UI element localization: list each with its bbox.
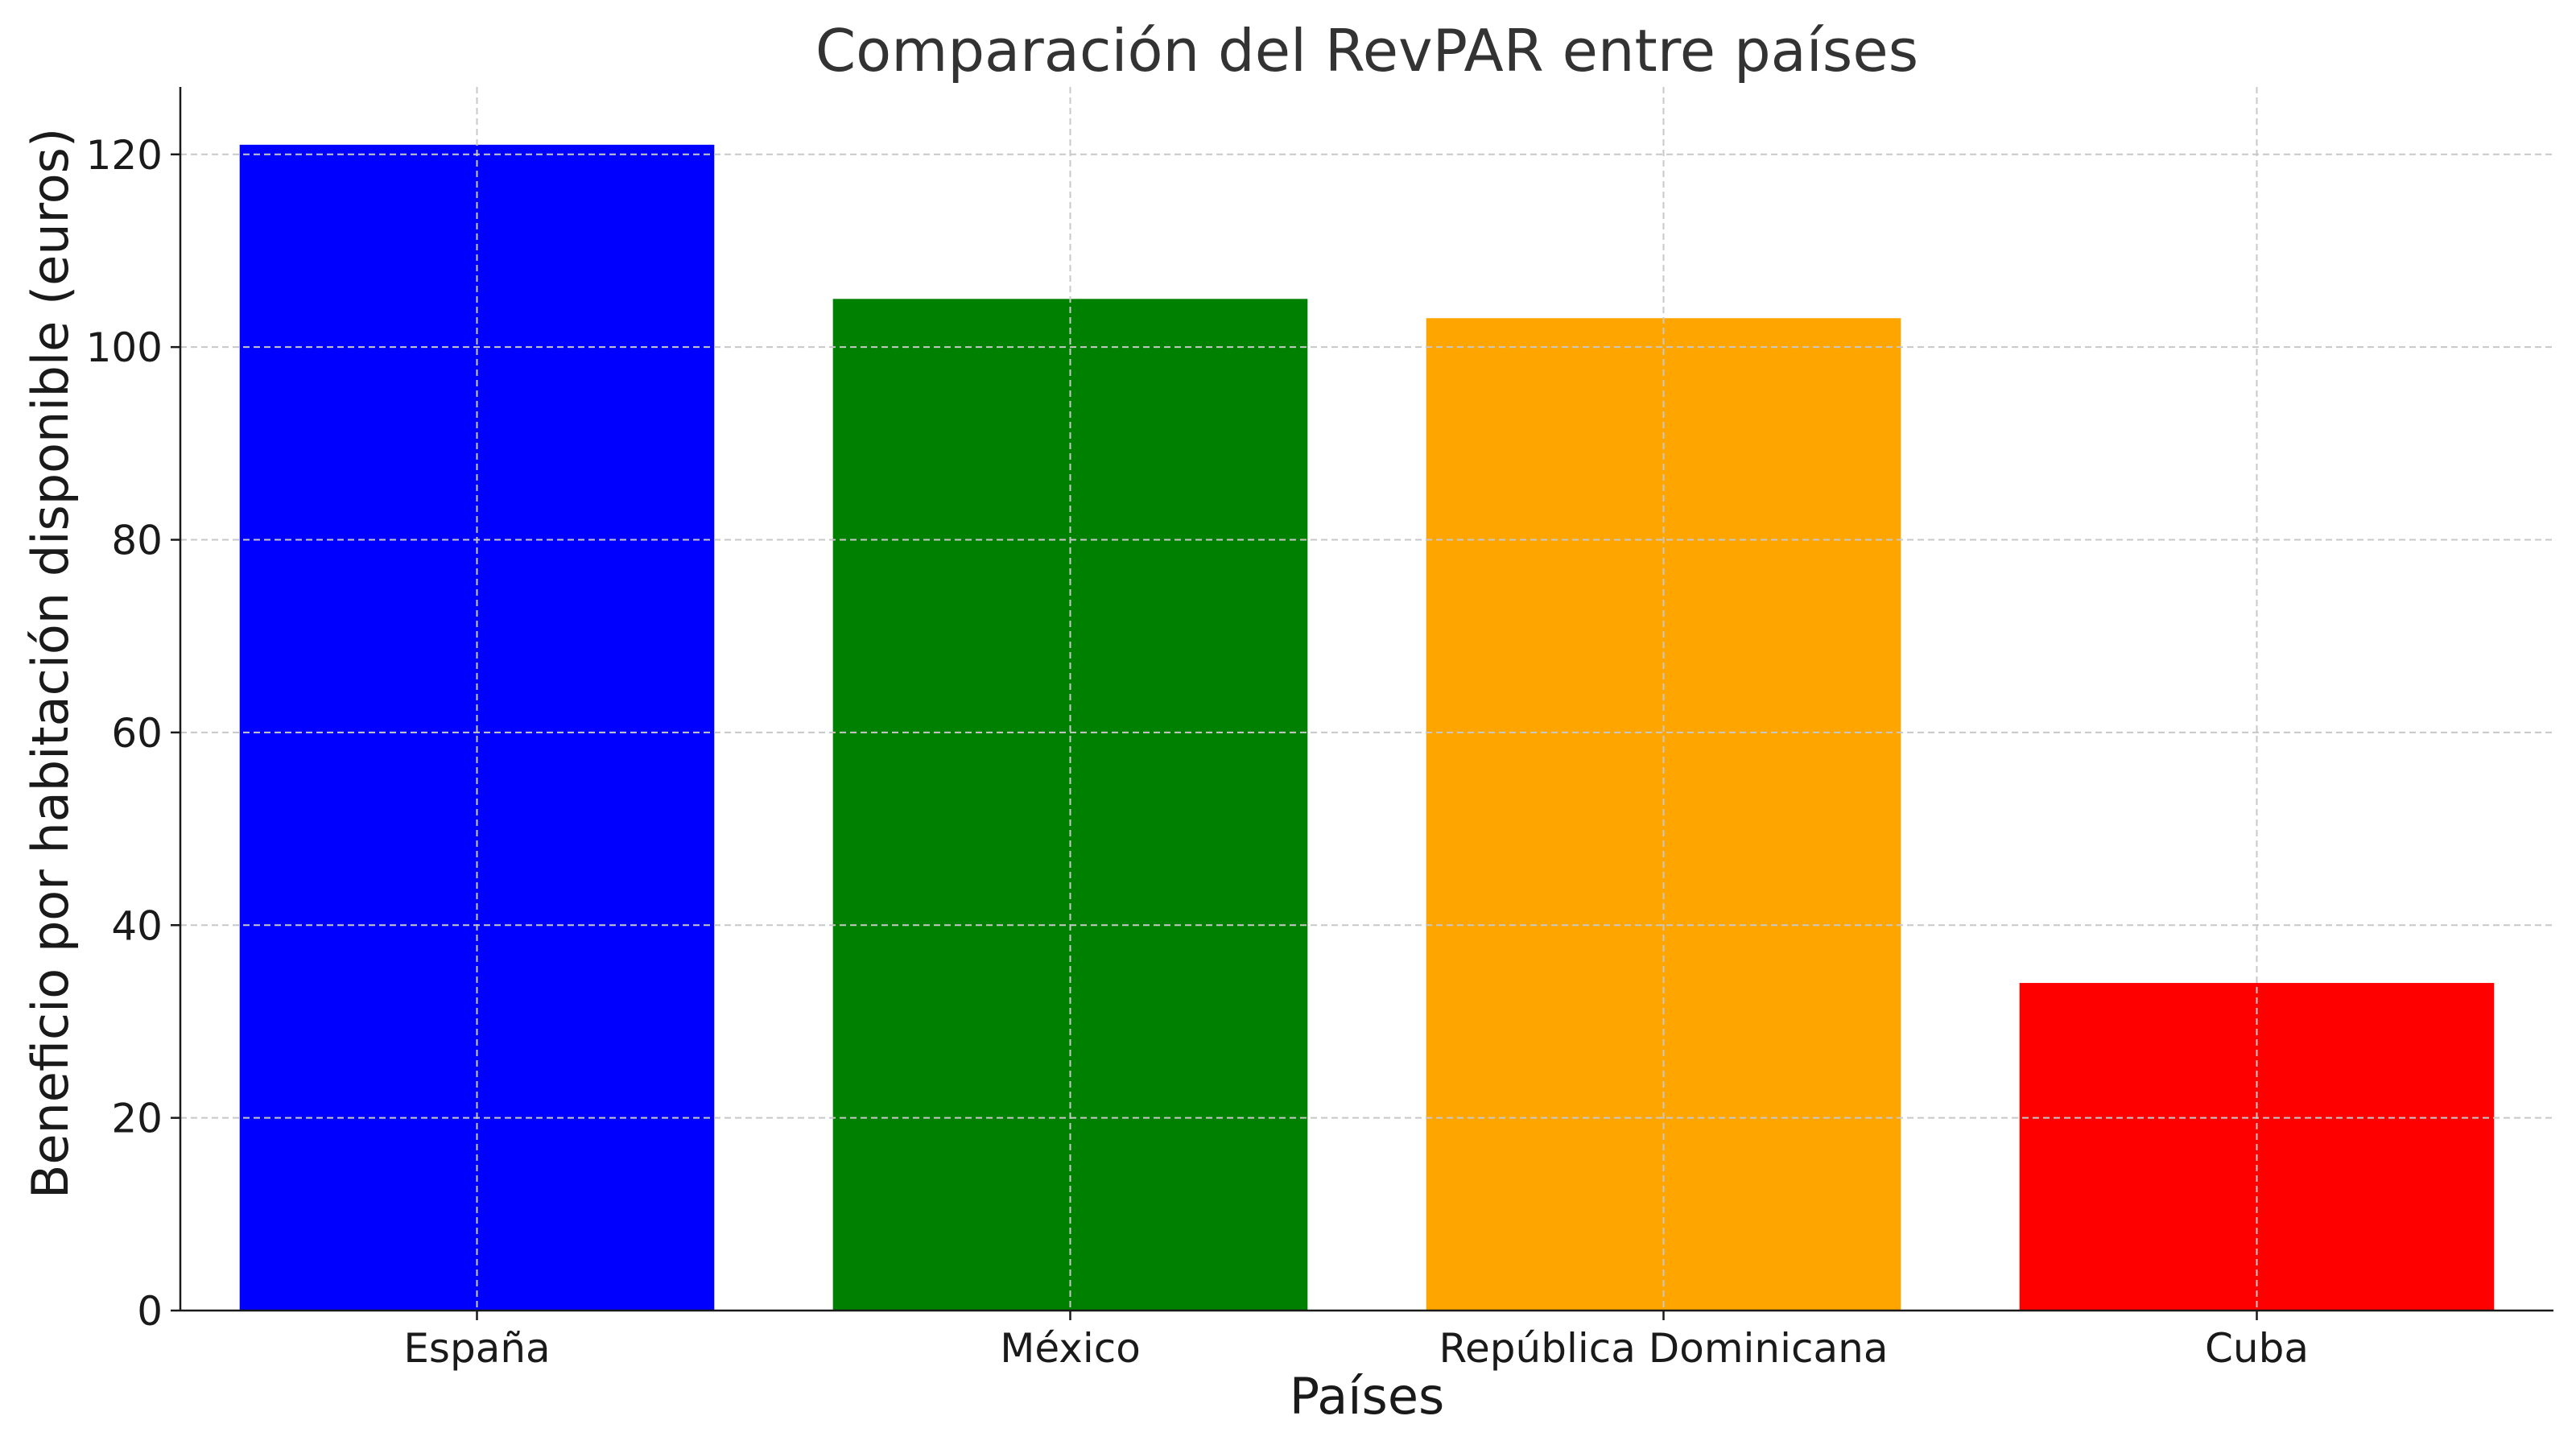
grid — [180, 87, 2553, 1311]
axes — [179, 87, 2553, 1312]
y-tick-label-0: 0 — [137, 1288, 163, 1335]
x-tick-label-2: República Dominicana — [1439, 1325, 1889, 1372]
y-tick-label-4: 80 — [111, 518, 163, 564]
x-tick-label-3: Cuba — [2205, 1325, 2309, 1372]
y-tick-label-1: 20 — [111, 1096, 163, 1142]
x-axis-label: Países — [1290, 1367, 1445, 1426]
chart-title: Comparación del RevPAR entre países — [815, 17, 1918, 85]
y-axis-label: Beneficio por habitación disponible (eur… — [21, 128, 80, 1199]
y-tick-label-6: 120 — [86, 132, 163, 179]
ticks: 0 20 40 60 80 100 120 España México República Dom… — [86, 132, 2309, 1372]
bars — [239, 144, 2495, 1311]
x-tick-label-1: México — [1000, 1325, 1141, 1372]
y-tick-label-5: 100 — [86, 324, 163, 371]
x-tick-label-0: España — [403, 1325, 550, 1372]
y-tick-label-2: 40 — [111, 902, 163, 949]
y-tick-label-3: 60 — [111, 710, 163, 757]
